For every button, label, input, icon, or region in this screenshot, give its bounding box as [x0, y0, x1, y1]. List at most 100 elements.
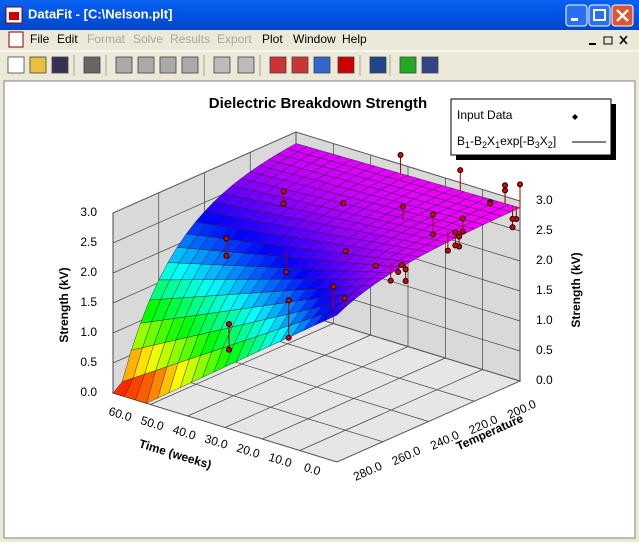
legend-text: ]	[553, 134, 556, 148]
input-point	[280, 200, 287, 207]
toolbar-button[interactable]	[137, 56, 155, 74]
title-bar	[0, 0, 639, 30]
input-point	[457, 167, 464, 174]
z-tick-label: 1.5	[536, 283, 553, 297]
input-point	[400, 203, 407, 210]
toolbar-button[interactable]	[181, 56, 199, 74]
z-tick-label: 0.0	[536, 373, 553, 387]
mdi-restore[interactable]	[603, 36, 613, 45]
input-point	[517, 181, 523, 188]
legend-subscript: 1	[465, 140, 470, 150]
input-point	[285, 297, 292, 304]
toolbar-button[interactable]	[291, 56, 309, 74]
x-tick-label: 50.0	[139, 413, 166, 433]
menu-item[interactable]: Window	[293, 32, 336, 46]
doc-icon	[8, 31, 24, 48]
toolbar-button[interactable]	[421, 56, 439, 74]
menu-item[interactable]: Plot	[262, 32, 283, 46]
z-tick-label: 3.0	[80, 205, 97, 219]
mdi-close[interactable]	[619, 35, 628, 45]
menu-item[interactable]: File	[30, 32, 50, 46]
toolbar-button[interactable]	[337, 56, 355, 74]
button-icon	[313, 56, 331, 74]
z-tick-label: 1.0	[536, 313, 553, 327]
toolbar-button[interactable]	[7, 56, 25, 74]
z-tick-label: 2.5	[80, 235, 97, 249]
toolbar-button[interactable]	[369, 56, 387, 74]
z-tick-label: 0.0	[80, 385, 97, 399]
button-icon	[369, 56, 387, 74]
toolbar-button[interactable]	[213, 56, 231, 74]
minimize-button[interactable]	[565, 4, 588, 27]
input-point	[502, 187, 509, 194]
menu-item[interactable]: Help	[342, 32, 367, 46]
toolbar-button[interactable]	[159, 56, 177, 74]
input-point	[330, 283, 337, 290]
button-icon	[399, 56, 417, 74]
input-point	[398, 261, 405, 268]
input-point	[223, 252, 230, 259]
plot-title: Dielectric Breakdown Strength	[209, 95, 427, 112]
floor-grid	[262, 357, 446, 440]
button-icon	[159, 56, 177, 74]
button-icon	[29, 56, 47, 74]
input-point	[429, 211, 436, 218]
button-icon	[213, 56, 231, 74]
toolbar-button[interactable]	[399, 56, 417, 74]
maximize-button[interactable]	[588, 4, 611, 27]
button-icon	[181, 56, 199, 74]
toolbar-button[interactable]	[269, 56, 287, 74]
button-icon	[115, 56, 133, 74]
legend-text: X	[540, 134, 548, 148]
input-point	[387, 277, 394, 284]
legend-subscript: 3	[535, 140, 540, 150]
legend-label: Input Data	[457, 108, 513, 122]
button-icon	[83, 56, 101, 74]
input-point	[459, 215, 466, 222]
menu-item[interactable]: Export	[217, 32, 252, 46]
input-point	[283, 269, 290, 276]
input-point	[341, 295, 348, 302]
surface-cell	[325, 306, 347, 321]
toolbar-button[interactable]	[313, 56, 331, 74]
input-point	[342, 248, 349, 255]
legend-marker	[572, 114, 578, 120]
app-icon-inner	[9, 12, 19, 20]
x-tick-label: 20.0	[235, 441, 262, 461]
legend-text: -B	[470, 134, 482, 148]
menu-item[interactable]: Edit	[57, 32, 78, 46]
toolbar-button[interactable]	[29, 56, 47, 74]
toolbar-button[interactable]	[51, 56, 69, 74]
button-icon	[7, 56, 25, 74]
floor-grid	[187, 334, 371, 417]
menu-item[interactable]: Solve	[133, 32, 163, 46]
z-tick-label: 2.0	[80, 265, 97, 279]
button-icon	[269, 56, 287, 74]
button-icon	[51, 56, 69, 74]
toolbar-button[interactable]	[83, 56, 101, 74]
legend-subscript: 2	[482, 140, 487, 150]
button-icon	[137, 56, 155, 74]
input-point	[340, 200, 347, 207]
input-point	[280, 188, 287, 195]
x-tick-label: 30.0	[203, 432, 230, 452]
toolbar-button[interactable]	[237, 56, 255, 74]
z-tick-label: 0.5	[80, 355, 97, 369]
toolbar-button[interactable]	[115, 56, 133, 74]
menu-bar	[0, 30, 639, 50]
menu-item[interactable]: Results	[170, 32, 210, 46]
input-point	[452, 242, 459, 249]
input-point	[429, 231, 436, 238]
button-icon	[421, 56, 439, 74]
window-title: DataFit - [C:\Nelson.plt]	[28, 6, 172, 21]
close-button[interactable]	[611, 4, 634, 27]
z-tick-label: 2.5	[536, 223, 553, 237]
input-point	[402, 266, 409, 273]
x-tick-label: 10.0	[267, 450, 294, 470]
input-point	[402, 278, 409, 285]
menu-item[interactable]: Format	[87, 32, 126, 46]
z-tick-label: 3.0	[536, 193, 553, 207]
input-point	[223, 235, 230, 242]
legend-label: B1-B2X1exp[-B3X2]	[457, 134, 556, 150]
